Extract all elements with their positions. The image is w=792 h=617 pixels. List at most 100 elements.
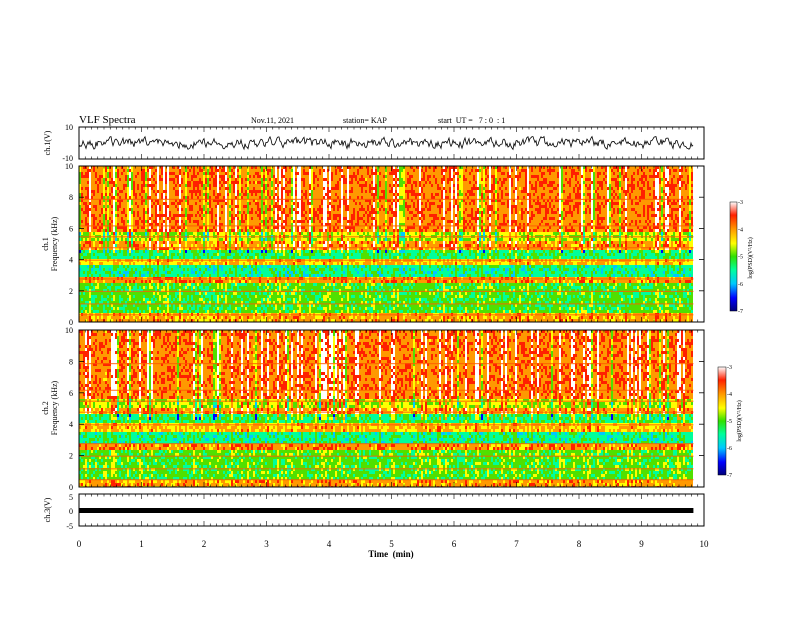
spectrogram-cell bbox=[199, 232, 201, 235]
spectrogram-cell bbox=[185, 193, 187, 196]
spectrogram-cell bbox=[85, 181, 87, 184]
spectrogram-cell bbox=[99, 202, 101, 205]
spectrogram-cell bbox=[125, 202, 127, 205]
spectrogram-cell bbox=[255, 190, 257, 193]
spectrogram-cell bbox=[225, 232, 227, 235]
spectrogram-cell bbox=[85, 211, 87, 214]
spectrogram-cell bbox=[217, 280, 219, 283]
spectrogram-cell bbox=[175, 265, 177, 268]
spectrogram-cell bbox=[157, 250, 159, 253]
spectrogram-cell bbox=[201, 274, 203, 277]
spectrogram-cell bbox=[151, 262, 153, 265]
spectrogram-cell bbox=[131, 214, 133, 217]
spectrogram-cell bbox=[249, 307, 251, 310]
spectrogram-cell bbox=[183, 310, 185, 313]
spectrogram-cell bbox=[179, 178, 181, 181]
spectrogram-cell bbox=[229, 256, 231, 259]
spectrogram-cell bbox=[149, 271, 151, 274]
spectrogram-cell bbox=[95, 205, 97, 208]
spectrogram-cell bbox=[259, 184, 261, 187]
spectrogram-cell bbox=[245, 211, 247, 214]
spectrogram-cell bbox=[221, 229, 223, 232]
spectrogram-cell bbox=[203, 202, 205, 205]
spectrogram-cell bbox=[89, 217, 91, 220]
spectrogram-cell bbox=[151, 256, 153, 259]
spectrogram-cell bbox=[145, 274, 147, 277]
spectrogram-cell bbox=[269, 232, 271, 235]
spectrogram-cell bbox=[129, 214, 131, 217]
spectrogram-cell bbox=[151, 202, 153, 205]
spectrogram-cell bbox=[191, 310, 193, 313]
spectrogram-cell bbox=[125, 256, 127, 259]
spectrogram-cell bbox=[183, 316, 185, 319]
spectrogram-cell bbox=[213, 208, 215, 211]
spectrogram-cell bbox=[167, 298, 169, 301]
spectrogram-cell bbox=[151, 244, 153, 247]
spectrogram-cell bbox=[167, 217, 169, 220]
spectrogram-cell bbox=[207, 283, 209, 286]
spectrogram-cell bbox=[87, 253, 89, 256]
spectrogram-cell bbox=[167, 292, 169, 295]
spectrogram-cell bbox=[103, 184, 105, 187]
spectrogram-cell bbox=[251, 193, 253, 196]
spectrogram-cell bbox=[161, 232, 163, 235]
spectrogram-cell bbox=[173, 241, 175, 244]
spectrogram-cell bbox=[113, 193, 115, 196]
spectrogram-cell bbox=[187, 187, 189, 190]
spectrogram-cell bbox=[199, 262, 201, 265]
spectrogram-cell bbox=[245, 262, 247, 265]
spectrogram-cell bbox=[251, 307, 253, 310]
spectrogram-cell bbox=[203, 262, 205, 265]
spectrogram-cell bbox=[239, 253, 241, 256]
spectrogram-cell bbox=[115, 271, 117, 274]
spectrogram-cell bbox=[235, 292, 237, 295]
spectrogram-cell bbox=[123, 187, 125, 190]
spectrogram-cell bbox=[237, 253, 239, 256]
spectrogram-cell bbox=[255, 229, 257, 232]
spectrogram-cell bbox=[127, 241, 129, 244]
spectrogram-cell bbox=[101, 262, 103, 265]
spectrogram-cell bbox=[111, 280, 113, 283]
spectrogram-cell bbox=[187, 202, 189, 205]
spectrogram-cell bbox=[133, 190, 135, 193]
spectrogram-cell bbox=[231, 286, 233, 289]
spectrogram-cell bbox=[213, 283, 215, 286]
spectrogram-cell bbox=[163, 238, 165, 241]
spectrogram-cell bbox=[233, 256, 235, 259]
spectrogram-cell bbox=[263, 280, 265, 283]
spectrogram-cell bbox=[129, 238, 131, 241]
spectrogram-cell bbox=[213, 280, 215, 283]
spectrogram-cell bbox=[185, 184, 187, 187]
spectrogram-cell bbox=[219, 214, 221, 217]
spectrogram-cell bbox=[139, 244, 141, 247]
spectrogram-cell bbox=[259, 268, 261, 271]
spectrogram-cell bbox=[129, 316, 131, 319]
spectrogram-cell bbox=[99, 271, 101, 274]
spectrogram-cell bbox=[139, 253, 141, 256]
spectrogram-cell bbox=[159, 196, 161, 199]
spectrogram-cell bbox=[205, 310, 207, 313]
spectrogram-cell bbox=[207, 178, 209, 181]
spectrogram-cell bbox=[189, 193, 191, 196]
spectrogram-cell bbox=[199, 220, 201, 223]
spectrogram-cell bbox=[263, 256, 265, 259]
spectrogram-cell bbox=[113, 220, 115, 223]
spectrogram-cell bbox=[257, 181, 259, 184]
spectrogram-cell bbox=[243, 271, 245, 274]
spectrogram-cell bbox=[223, 238, 225, 241]
spectrogram-cell bbox=[239, 298, 241, 301]
spectrogram-cell bbox=[113, 244, 115, 247]
spectrogram-cell bbox=[183, 268, 185, 271]
spectrogram-cell bbox=[103, 217, 105, 220]
spectrogram-cell bbox=[111, 250, 113, 253]
spectrogram-cell bbox=[115, 214, 117, 217]
spectrogram-cell bbox=[211, 310, 213, 313]
spectrogram-cell bbox=[133, 271, 135, 274]
spectrogram-cell bbox=[215, 298, 217, 301]
spectrogram-cell bbox=[229, 298, 231, 301]
spectrogram-cell bbox=[183, 280, 185, 283]
spectrogram-cell bbox=[177, 211, 179, 214]
spectrogram-cell bbox=[167, 232, 169, 235]
spectrogram-cell bbox=[203, 187, 205, 190]
